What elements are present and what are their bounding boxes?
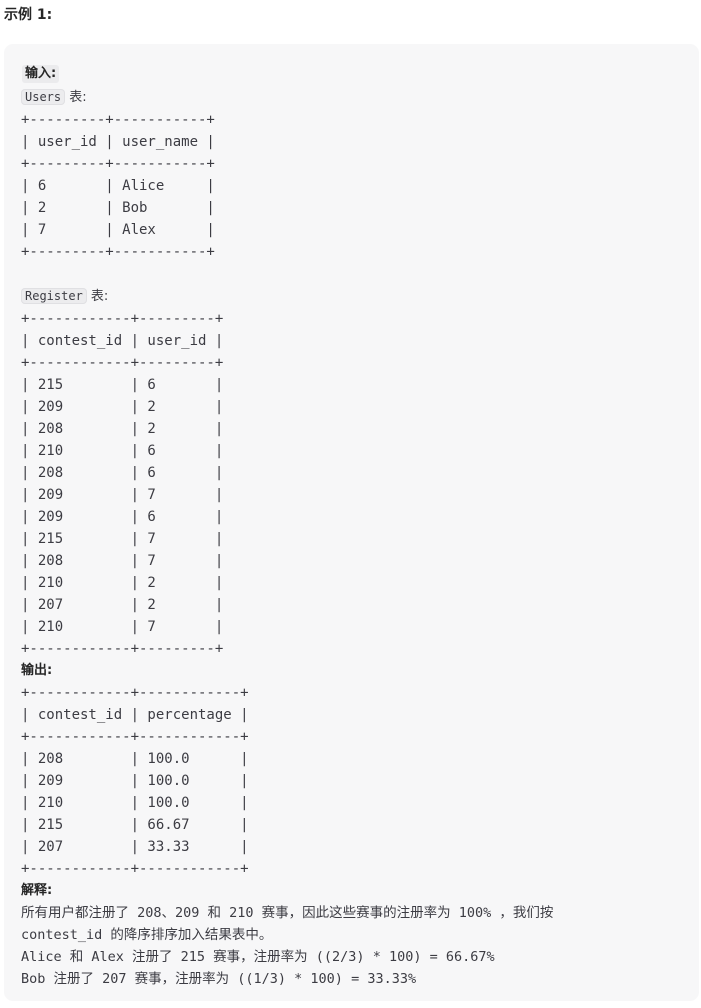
table-row: +---------+-----------+ bbox=[21, 244, 215, 260]
table-row: | 215 | 7 | bbox=[21, 531, 224, 547]
explanation-line: Bob 注册了 207 赛事，注册率为 ((1/3) * 100) = 33.3… bbox=[21, 971, 417, 987]
register-table-name: Register bbox=[21, 288, 87, 304]
table-row: | user_id | user_name | bbox=[21, 134, 215, 150]
table-row: | 209 | 2 | bbox=[21, 399, 224, 415]
table-row: | 7 | Alex | bbox=[21, 222, 215, 238]
table-row: | 207 | 33.33 | bbox=[21, 839, 249, 855]
users-table: +---------+-----------+ | user_id | user_… bbox=[21, 109, 691, 263]
table-row: +---------+-----------+ bbox=[21, 156, 215, 172]
explanation-line: contest_id 的降序排序加入结果表中。 bbox=[21, 927, 273, 943]
table-row: | 210 | 2 | bbox=[21, 575, 224, 591]
users-table-name: Users bbox=[21, 89, 66, 105]
table-row: | 210 | 100.0 | bbox=[21, 795, 249, 811]
users-table-suffix: 表: bbox=[65, 90, 87, 105]
users-table-caption: Users 表: bbox=[21, 86, 691, 109]
spacer bbox=[21, 263, 691, 285]
table-row: +------------+---------+ bbox=[21, 355, 224, 371]
register-table: +------------+---------+ | contest_id | u… bbox=[21, 308, 691, 660]
output-table: +------------+------------+ | contest_id … bbox=[21, 682, 691, 880]
table-row: | 6 | Alice | bbox=[21, 178, 215, 194]
table-row: | 215 | 66.67 | bbox=[21, 817, 249, 833]
table-row: | 208 | 6 | bbox=[21, 465, 224, 481]
table-row: +------------+---------+ bbox=[21, 641, 224, 657]
explanation-line: 所有用户都注册了 208、209 和 210 赛事，因此这些赛事的注册率为 10… bbox=[21, 905, 554, 921]
table-row: | 208 | 7 | bbox=[21, 553, 224, 569]
table-row: | 210 | 7 | bbox=[21, 619, 224, 635]
table-row: | 208 | 100.0 | bbox=[21, 751, 249, 767]
example-content: 输入: Users 表: +---------+-----------+ | us… bbox=[21, 62, 691, 990]
table-row: +------------+------------+ bbox=[21, 685, 249, 701]
explanation-line: Alice 和 Alex 注册了 215 赛事，注册率为 ((2/3) * 10… bbox=[21, 949, 495, 965]
output-label: 输出: bbox=[21, 663, 53, 678]
register-table-suffix: 表: bbox=[86, 289, 109, 304]
table-row: +------------+------------+ bbox=[21, 729, 249, 745]
table-row: | 209 | 100.0 | bbox=[21, 773, 249, 789]
table-row: +------------+------------+ bbox=[21, 861, 249, 877]
table-row: | 209 | 7 | bbox=[21, 487, 224, 503]
table-row: | contest_id | percentage | bbox=[21, 707, 249, 723]
table-row: | 209 | 6 | bbox=[21, 509, 224, 525]
explanation-label: 解释: bbox=[21, 883, 53, 898]
table-row: +---------+-----------+ bbox=[21, 112, 215, 128]
table-row: +------------+---------+ bbox=[21, 311, 224, 327]
table-row: | 210 | 6 | bbox=[21, 443, 224, 459]
table-row: | 207 | 2 | bbox=[21, 597, 224, 613]
table-row: | 215 | 6 | bbox=[21, 377, 224, 393]
table-row: | 2 | Bob | bbox=[21, 200, 215, 216]
input-label: 输入: bbox=[22, 65, 60, 83]
example-block: 输入: Users 表: +---------+-----------+ | us… bbox=[4, 44, 699, 1001]
table-row: | contest_id | user_id | bbox=[21, 333, 224, 349]
explanation-text: 所有用户都注册了 208、209 和 210 赛事，因此这些赛事的注册率为 10… bbox=[21, 902, 691, 990]
table-row: | 208 | 2 | bbox=[21, 421, 224, 437]
register-table-caption: Register 表: bbox=[21, 285, 691, 308]
example-title: 示例 1: bbox=[4, 7, 53, 23]
